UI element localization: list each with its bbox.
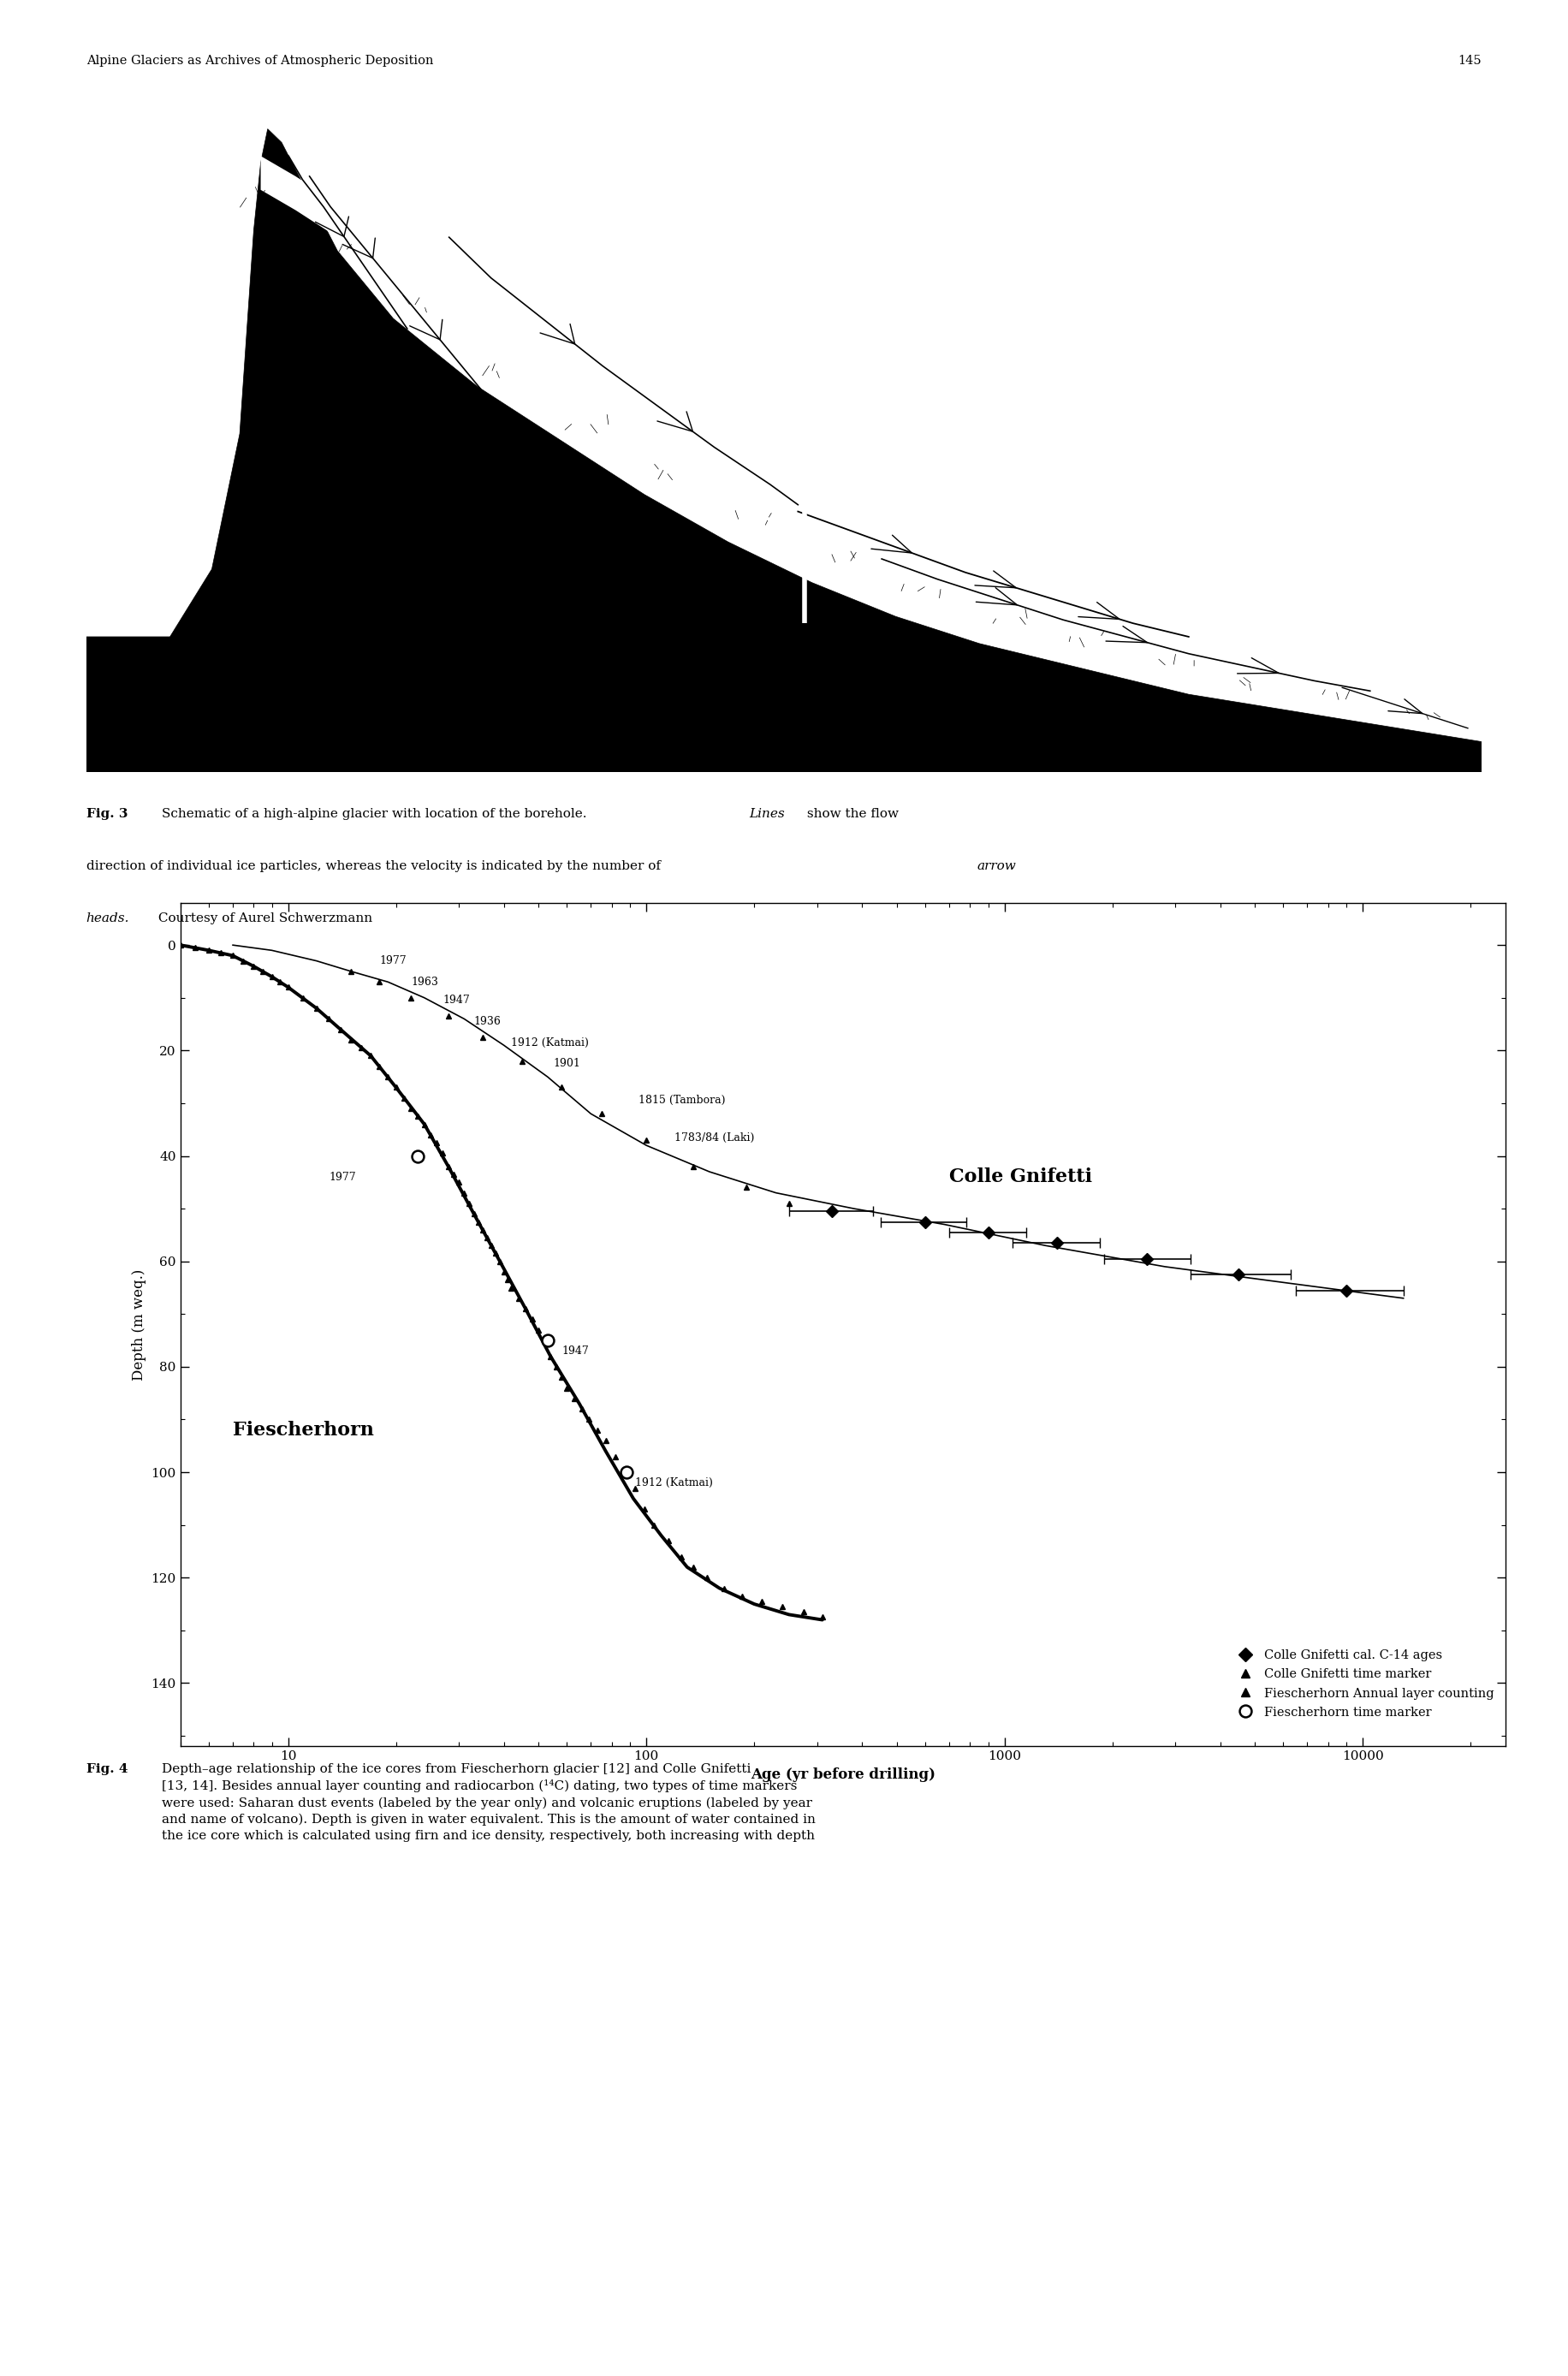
Text: 1977: 1977 <box>329 1171 356 1183</box>
Text: Courtesy of Aurel Schwerzmann: Courtesy of Aurel Schwerzmann <box>154 912 372 924</box>
Fiescherhorn time marker <box>538 1326 557 1354</box>
Text: show the flow: show the flow <box>803 808 898 820</box>
Text: Depth–age relationship of the ice cores from Fiescherhorn glacier [12] and Colle: Depth–age relationship of the ice cores … <box>162 1763 815 1841</box>
Text: Alpine Glaciers as Archives of Atmospheric Deposition: Alpine Glaciers as Archives of Atmospher… <box>86 55 433 67</box>
X-axis label: Age (yr before drilling): Age (yr before drilling) <box>751 1768 935 1782</box>
Text: arrow: arrow <box>977 860 1016 872</box>
Text: 1947: 1947 <box>442 996 470 1005</box>
Colle Gnifetti time marker <box>684 1152 702 1181</box>
Text: 1815 (Tambora): 1815 (Tambora) <box>638 1095 726 1107</box>
Fiescherhorn Annual layer counting <box>541 1342 560 1371</box>
Colle Gnifetti time marker <box>513 1048 532 1076</box>
Colle Gnifetti time marker <box>637 1126 655 1155</box>
Text: 1901: 1901 <box>554 1057 580 1069</box>
Text: Fig. 4: Fig. 4 <box>86 1763 132 1775</box>
Line: Fiescherhorn time marker: Fiescherhorn time marker <box>412 1150 632 1478</box>
Colle Gnifetti time marker <box>474 1024 492 1053</box>
Colle Gnifetti time marker <box>593 1100 612 1129</box>
Text: Fig. 3: Fig. 3 <box>86 808 132 820</box>
Line: Fiescherhorn Annual layer counting: Fiescherhorn Annual layer counting <box>177 943 825 1620</box>
Polygon shape <box>86 128 1482 772</box>
Y-axis label: Depth (m weq.): Depth (m weq.) <box>132 1269 146 1380</box>
Fiescherhorn Annual layer counting <box>522 1304 541 1333</box>
Line: Colle Gnifetti time marker: Colle Gnifetti time marker <box>348 969 792 1207</box>
Fiescherhorn Annual layer counting <box>494 1257 513 1285</box>
Text: 1947: 1947 <box>561 1345 588 1357</box>
Colle Gnifetti time marker <box>401 984 420 1012</box>
Fiescherhorn Annual layer counting <box>416 1110 434 1138</box>
Legend: Colle Gnifetti cal. C-14 ages, Colle Gnifetti time marker, Fiescherhorn Annual l: Colle Gnifetti cal. C-14 ages, Colle Gni… <box>1228 1644 1499 1723</box>
Text: heads.: heads. <box>86 912 130 924</box>
Fiescherhorn Annual layer counting <box>171 931 190 960</box>
Text: Schematic of a high-alpine glacier with location of the borehole.: Schematic of a high-alpine glacier with … <box>162 808 591 820</box>
Fiescherhorn Annual layer counting <box>361 1041 379 1069</box>
Fiescherhorn time marker <box>408 1143 426 1171</box>
Colle Gnifetti time marker <box>552 1074 571 1102</box>
Fiescherhorn time marker <box>618 1459 637 1487</box>
Text: Colle Gnifetti: Colle Gnifetti <box>949 1167 1091 1186</box>
Colle Gnifetti time marker <box>439 1003 458 1031</box>
Colle Gnifetti time marker <box>779 1188 798 1217</box>
Text: direction of individual ice particles, whereas the velocity is indicated by the : direction of individual ice particles, w… <box>86 860 665 872</box>
Colle Gnifetti time marker <box>370 967 389 996</box>
Text: Fiescherhorn: Fiescherhorn <box>232 1421 373 1440</box>
Colle Gnifetti time marker <box>342 958 361 986</box>
Colle Gnifetti time marker <box>737 1174 756 1202</box>
Text: 1912 (Katmai): 1912 (Katmai) <box>635 1478 713 1487</box>
Text: 1977: 1977 <box>379 955 406 967</box>
Text: 1936: 1936 <box>474 1017 502 1026</box>
Text: 145: 145 <box>1458 55 1482 67</box>
Text: 1783/84 (Laki): 1783/84 (Laki) <box>674 1131 754 1143</box>
Text: 1912 (Katmai): 1912 (Katmai) <box>511 1036 590 1048</box>
Polygon shape <box>260 157 1482 718</box>
Fiescherhorn Annual layer counting <box>279 974 298 1003</box>
Fiescherhorn Annual layer counting <box>812 1604 831 1632</box>
Text: 1963: 1963 <box>411 977 437 988</box>
Text: Lines: Lines <box>750 808 786 820</box>
